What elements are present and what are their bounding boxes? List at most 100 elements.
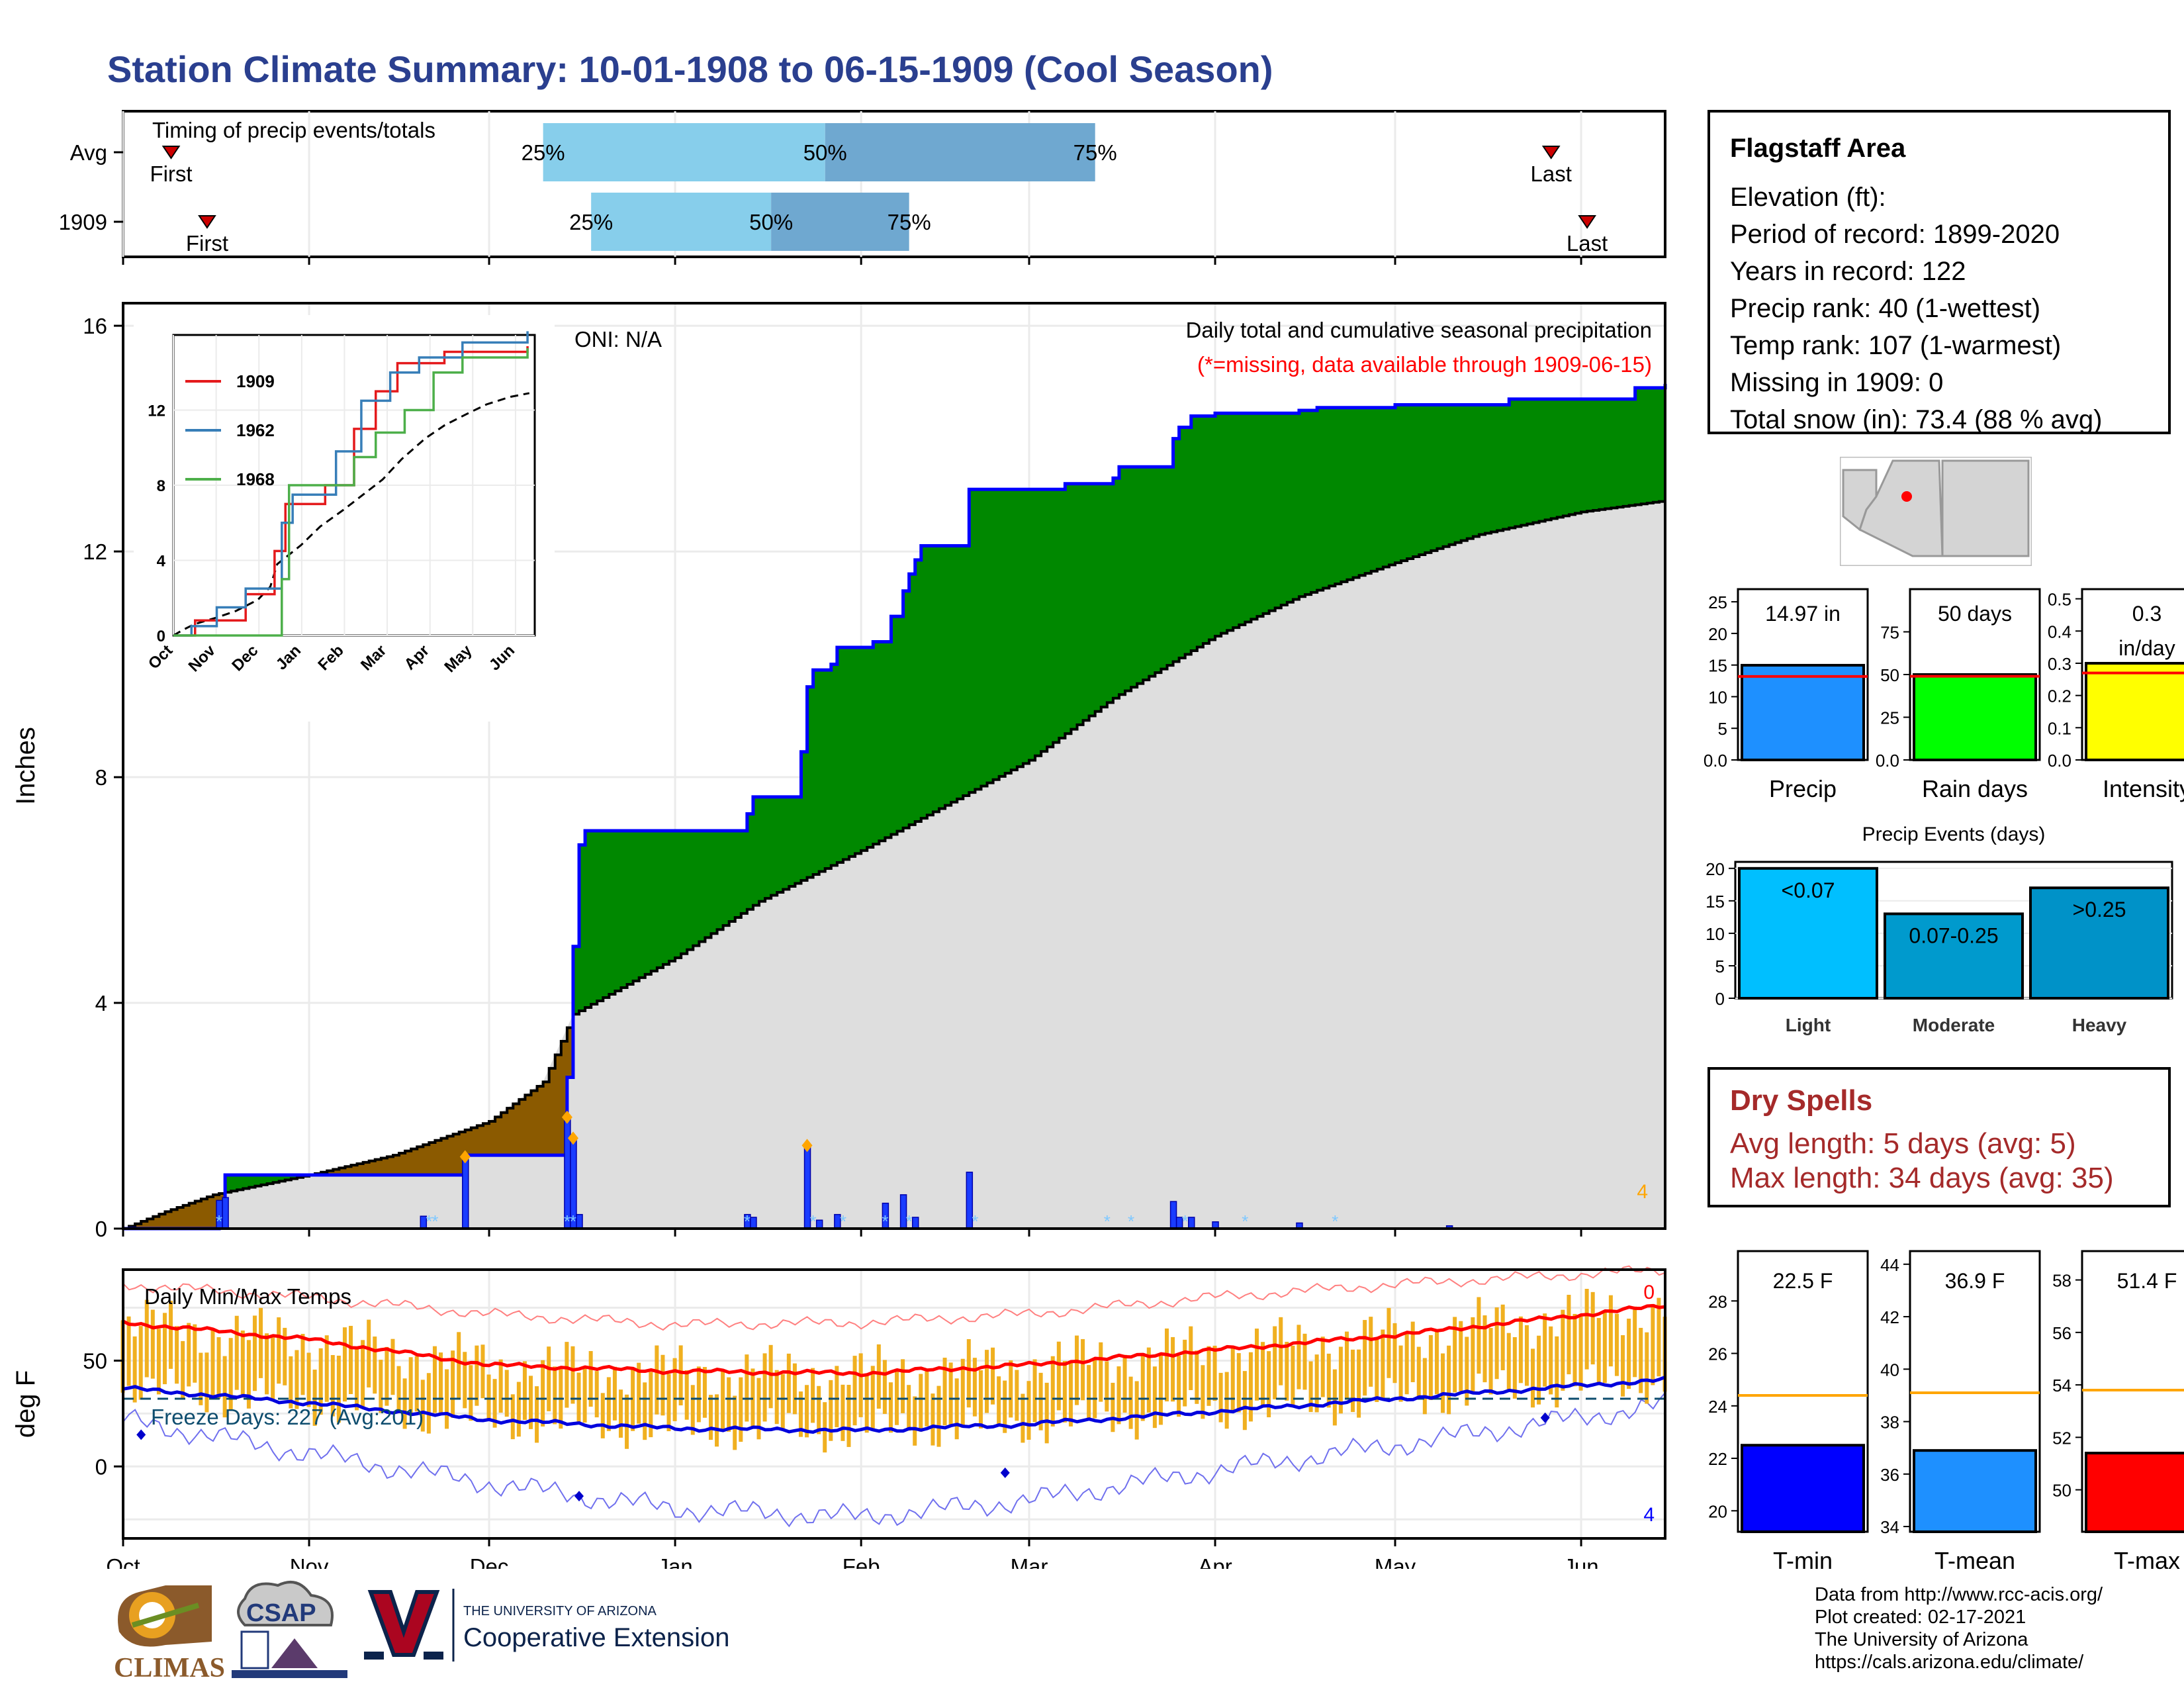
daily-temp-bar [169, 1300, 173, 1369]
daily-temp-bar [1291, 1345, 1295, 1407]
mini-bar-category-label: Intensity [2103, 775, 2184, 802]
daily-temp-bar [367, 1319, 371, 1387]
daily-temp-bar [985, 1350, 989, 1413]
daily-temp-bar [475, 1345, 479, 1406]
daily-temp-bar [841, 1384, 845, 1441]
daily-temp-bar [588, 1350, 593, 1407]
plot-frame [122, 1268, 1666, 1540]
daily-temp-bar [1608, 1295, 1613, 1367]
daily-precip-bar [911, 1217, 919, 1229]
y-tick-label: 0.3 [2048, 654, 2071, 674]
daily-temp-bar [1518, 1316, 1523, 1383]
daily-temp-bar [222, 1356, 227, 1418]
daily-temp-bar [1068, 1361, 1073, 1427]
daily-temp-bar [1267, 1351, 1271, 1418]
x-tick-label: Oct [106, 1554, 140, 1569]
daily-temp-bar [510, 1394, 515, 1440]
timing-row-label: 1909 [59, 210, 107, 234]
timing-label: Timing of precip events/totals [152, 118, 435, 142]
daily-temp-bar [1111, 1382, 1115, 1432]
daily-temp-bar [1524, 1325, 1529, 1386]
event-bar-label: <0.07 [1782, 878, 1835, 902]
y-tick-label: 15 [1708, 656, 1727, 676]
last-label: Last [1531, 162, 1572, 186]
daily-temp-bar [1614, 1313, 1619, 1376]
daily-temp-bar [553, 1366, 557, 1425]
daily-temp-bar [1363, 1320, 1367, 1396]
daily-temp-bar [480, 1344, 485, 1399]
daily-temp-bar [666, 1374, 671, 1432]
daily-temp-bar [1146, 1347, 1151, 1413]
daily-temp-bar [199, 1352, 203, 1405]
daily-temp-bar [1081, 1338, 1085, 1401]
daily-temp-bar [1189, 1326, 1193, 1390]
daily-temp-bar [1639, 1327, 1643, 1393]
daily-temp-bar [1332, 1369, 1337, 1426]
mini-bar-value-label: 50 days [1938, 602, 2012, 626]
daily-temp-bar [210, 1329, 215, 1396]
daily-temp-bar [1255, 1329, 1259, 1401]
y-tick-label: 38 [1880, 1413, 1899, 1432]
daily-temp-bar [631, 1367, 635, 1431]
avg-min-line [122, 1376, 1666, 1434]
daily-temp-bar [522, 1361, 527, 1420]
daily-temp-bar [870, 1366, 875, 1430]
y-tick-label: 10 [1708, 687, 1727, 707]
daily-temp-bar [1050, 1356, 1055, 1427]
y-tick-label: 24 [1708, 1397, 1727, 1417]
snow-asterisk: * [972, 1211, 978, 1231]
y-tick-label: 42 [1880, 1307, 1899, 1327]
daily-temp-bar [1003, 1380, 1007, 1433]
daily-temp-bar [606, 1377, 611, 1431]
station-info-line: Elevation (ft): [1730, 183, 1886, 212]
daily-temp-bar [402, 1378, 407, 1429]
y-tick-label: 50 [83, 1348, 107, 1373]
page-title: Station Climate Summary: 10-01-1908 to 0… [107, 48, 1273, 90]
daily-temp-bar [798, 1391, 803, 1437]
y-tick-label: 0.1 [2048, 718, 2071, 738]
station-info-line: Temp rank: 107 (1-warmest) [1730, 331, 2062, 360]
x-tick-label: Mar [1011, 1554, 1048, 1569]
daily-temp-bar [246, 1340, 251, 1409]
y-tick-label: 28 [1708, 1291, 1727, 1311]
corner-bottom-value: 4 [1643, 1504, 1655, 1526]
daily-temp-bar [181, 1340, 185, 1399]
daily-temp-bar [1165, 1328, 1169, 1402]
daily-temp-bar [379, 1360, 383, 1413]
record-min-line [122, 1392, 1666, 1528]
daily-temp-bar [1506, 1333, 1511, 1391]
station-info-panel: Flagstaff Area Elevation (ft): Period of … [1707, 110, 2171, 434]
daily-temp-bar [1248, 1352, 1253, 1422]
snow-asterisk: * [1104, 1211, 1111, 1231]
snow-asterisk: * [1332, 1211, 1338, 1231]
last-label: Last [1567, 231, 1608, 256]
y-tick-label: 0.0 [2048, 751, 2071, 771]
daily-temp-bar [936, 1385, 941, 1447]
daily-temp-bar [1021, 1393, 1025, 1443]
snow-asterisk: * [906, 1211, 913, 1231]
daily-temp-bar [228, 1338, 233, 1410]
daily-temp-bar [786, 1353, 791, 1413]
daily-temp-bar [660, 1354, 665, 1416]
mini-bar-category-label: Rain days [1922, 775, 2028, 802]
daily-temp-bar [175, 1326, 179, 1384]
daily-temp-bar [864, 1374, 869, 1433]
ua-logo-big-text: Cooperative Extension [463, 1623, 729, 1652]
daily-temp-bar [972, 1358, 977, 1417]
temp-summary-bars: 20 22 24 26 28 22.5 F T-min 34 36 38 40 42 44 36.9 F T… [1708, 1250, 2184, 1574]
daily-temp-bar [432, 1346, 437, 1413]
daily-temp-bar [1158, 1356, 1163, 1425]
daily-temp-bar [259, 1307, 263, 1378]
daily-temp-bar [193, 1324, 197, 1383]
mini-bar [1741, 663, 1865, 761]
daily-temp-bar [702, 1367, 707, 1418]
daily-temp-bar [739, 1377, 743, 1442]
record-low-marker [574, 1491, 584, 1502]
event-category-label: Moderate [1913, 1015, 1995, 1035]
y-tick-label: 25 [1880, 708, 1899, 728]
daily-temp-bar [1015, 1370, 1019, 1421]
daily-temp-bar [852, 1356, 857, 1426]
temp-chart: 0 50 Oct Nov Dec Jan Feb Mar Apr May Jun deg F Daily… [11, 1265, 1667, 1569]
daily-temp-bar [1183, 1339, 1187, 1407]
daily-precip-bar [1188, 1217, 1195, 1229]
